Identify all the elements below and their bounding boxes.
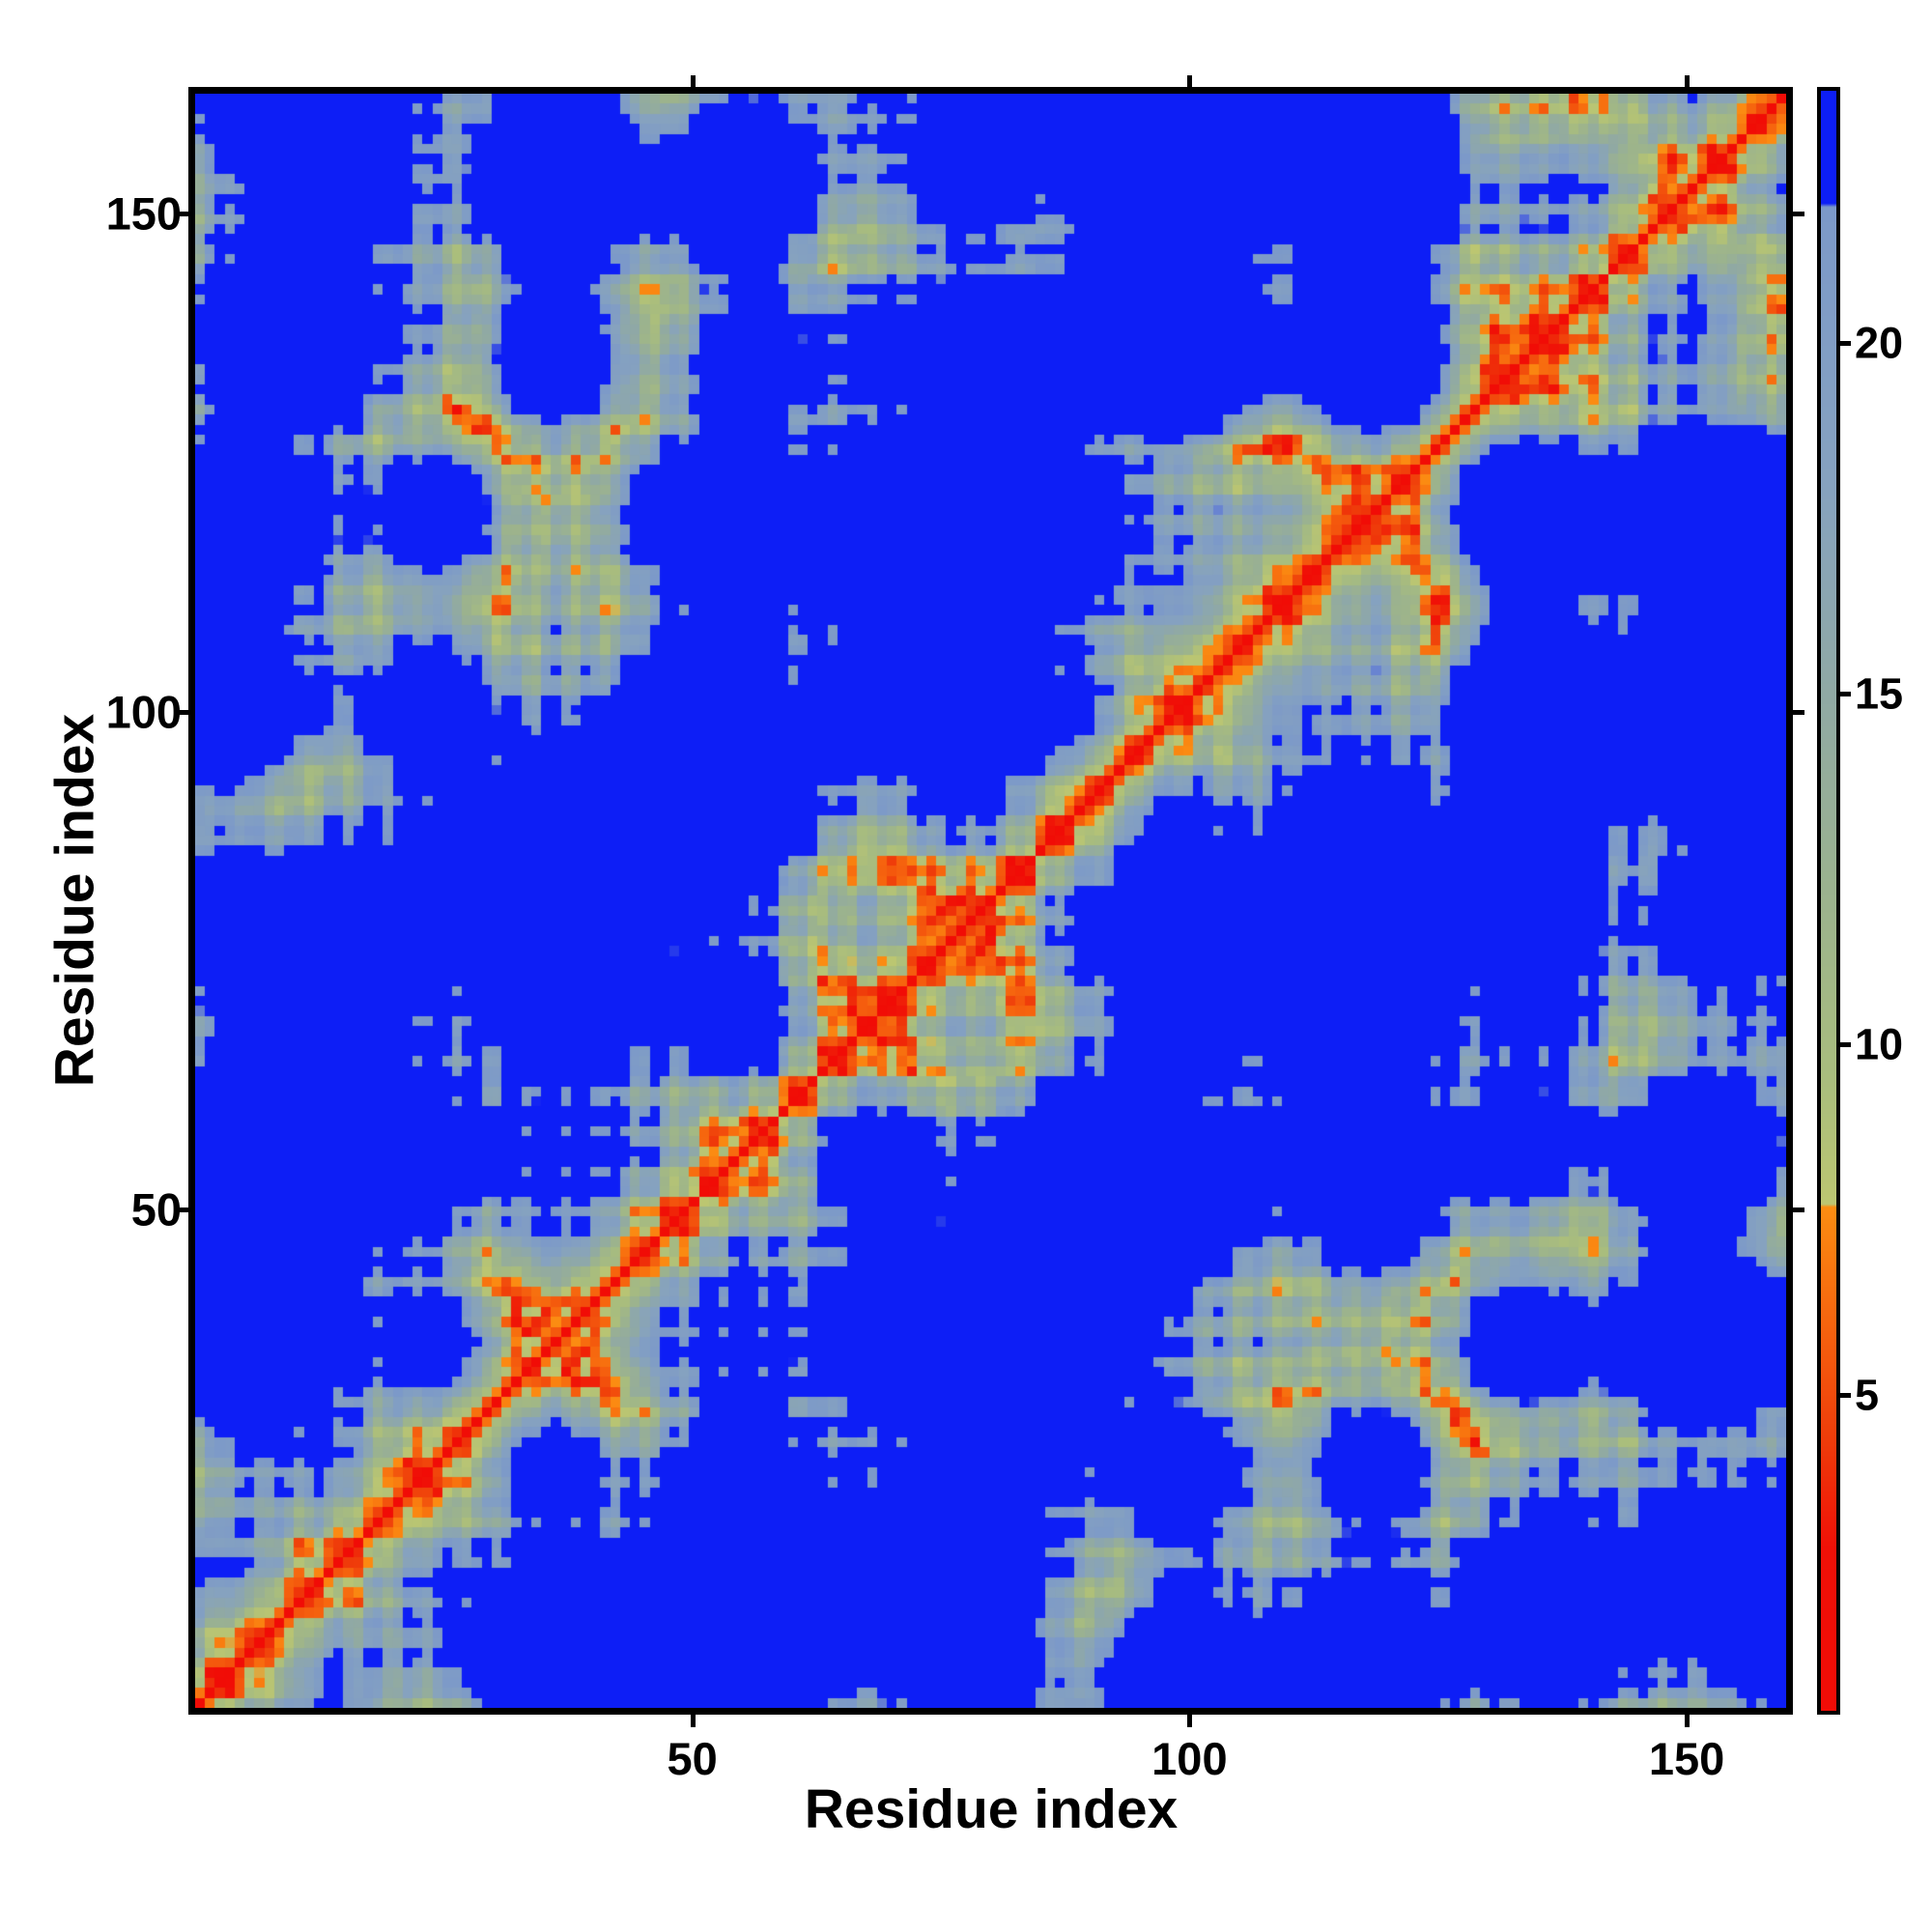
x-axis-tick-label: 50 [667,1733,718,1784]
colorbar [1817,87,1840,1715]
colorbar-gradient-canvas [1821,91,1836,1711]
y-axis-tick-label: 100 [105,686,182,738]
colorbar-tick [1838,1042,1851,1048]
x-axis-title: Residue index [804,1778,1179,1840]
x-axis-tick [690,1715,696,1727]
x-axis-top-tick [690,75,696,88]
y-axis-tick [177,211,189,216]
colorbar-tick-label: 15 [1855,668,1904,719]
x-axis-top-tick [1685,75,1690,88]
colorbar-tick-label: 5 [1855,1370,1880,1420]
y-axis-right-tick [1792,709,1804,715]
x-axis-tick-label: 150 [1648,1733,1725,1784]
heatmap-canvas [195,94,1786,1708]
y-axis-tick-label: 50 [130,1183,182,1236]
colorbar-tick-label: 20 [1855,318,1904,368]
colorbar-tick [1838,692,1851,697]
y-axis-tick [177,709,189,715]
colorbar-tick [1838,1393,1851,1399]
x-axis-tick [1685,1715,1690,1727]
y-axis-tick-label: 150 [105,187,182,240]
y-axis-title: Residue index [43,713,106,1088]
colorbar-tick-label: 10 [1855,1019,1904,1069]
y-axis-tick [177,1208,189,1213]
x-axis-tick-label: 100 [1151,1733,1228,1784]
heatmap-plot-area [188,87,1793,1715]
colorbar-tick [1838,341,1851,347]
x-axis-tick [1187,1715,1193,1727]
y-axis-right-tick [1792,211,1804,216]
x-axis-top-tick [1187,75,1193,88]
y-axis-right-tick [1792,1208,1804,1213]
